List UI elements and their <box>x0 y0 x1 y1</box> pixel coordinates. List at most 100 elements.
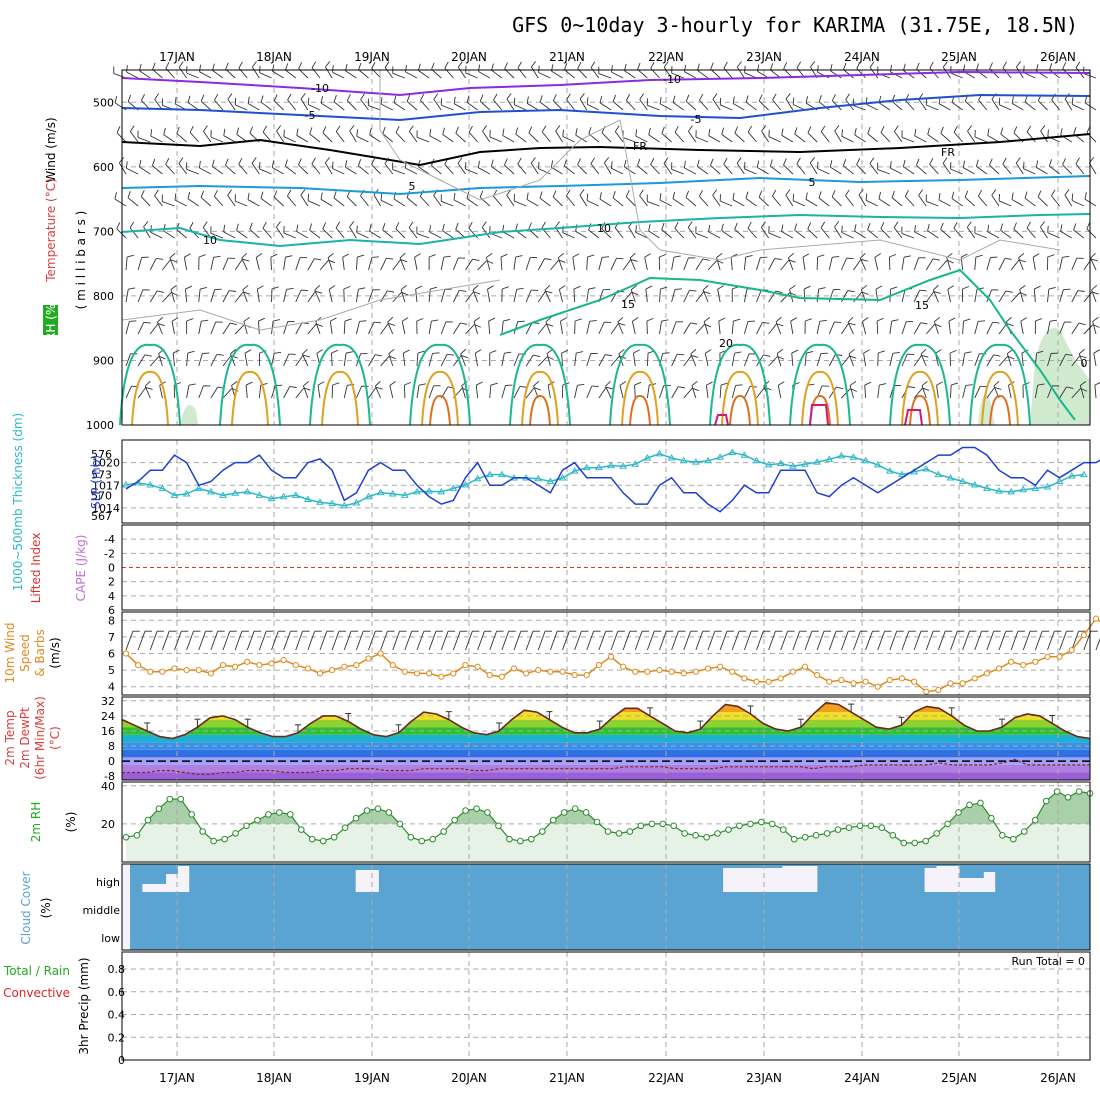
wind10-line-point <box>862 678 869 685</box>
wind-barb-flag <box>834 221 840 228</box>
run-total-label: Run Total = 0 <box>1012 955 1086 968</box>
wind-barb-flag <box>487 285 494 290</box>
thickness-line-point <box>570 467 579 474</box>
wind10-line-point <box>1032 658 1039 665</box>
wind-barb <box>137 387 147 399</box>
wind-barb-flag <box>285 63 289 71</box>
wind-barb <box>322 132 333 143</box>
wind10-line-point <box>583 671 590 679</box>
wind-barb-flag <box>550 160 554 168</box>
rh-shading <box>1030 328 1090 425</box>
wind-barb <box>485 257 491 271</box>
wind-barb-flag <box>964 351 972 354</box>
wind-barb <box>804 353 807 367</box>
wind-barb <box>465 168 478 175</box>
thickness-line-point <box>740 451 749 458</box>
wind10-line-point <box>1044 653 1051 660</box>
wind-barb-flag <box>763 354 771 357</box>
wind-barb <box>477 260 487 271</box>
wind-barb-flag <box>893 125 899 132</box>
wind-barb <box>691 385 697 399</box>
wind-barb-flag <box>783 62 788 69</box>
thickness-line-point <box>801 460 809 467</box>
wind-barb-flag <box>416 318 424 322</box>
cloud-high-bar <box>485 864 498 892</box>
wind-barb <box>491 69 503 79</box>
wind-barb-flag <box>526 96 529 104</box>
wind-barb-flag <box>916 158 920 166</box>
wind-barb-flag <box>374 354 382 357</box>
wind-barb <box>1092 321 1097 335</box>
wind-barb <box>525 257 531 271</box>
wind-barb <box>780 259 790 271</box>
wind-barb <box>333 197 345 207</box>
wind-barb-flag <box>538 65 540 73</box>
wind-barb-flag <box>216 353 224 356</box>
precip-panel <box>121 951 1091 1061</box>
wind-barb-flag <box>688 125 693 132</box>
wind-barb <box>950 168 963 175</box>
wind-barb <box>149 356 160 367</box>
wind-barb <box>452 322 461 335</box>
wind-barb-flag <box>989 158 993 166</box>
wind10-line-point <box>729 668 736 675</box>
wind-barb-flag <box>650 158 655 165</box>
wind-barb <box>562 136 575 143</box>
wind-barb <box>283 321 289 335</box>
wind10-tick: 6 <box>108 648 115 661</box>
thickness-tick: 567 <box>91 510 112 523</box>
wind-barb <box>962 353 966 367</box>
wind-barb <box>564 69 575 79</box>
cloud-high-bar <box>687 864 700 892</box>
wind-barb-flag <box>408 221 414 228</box>
wind-barb-flag <box>322 126 327 133</box>
wind-barb <box>139 70 151 79</box>
wind-barb-flag <box>429 225 431 233</box>
wind-barb-flag <box>200 286 208 290</box>
precip-tick: 0.8 <box>108 963 126 976</box>
wind-barb-flag <box>491 63 494 71</box>
wind10-line-point <box>426 670 433 677</box>
wind-barb <box>974 321 979 335</box>
wind-barb-flag <box>544 258 552 261</box>
wind-barb <box>625 196 636 207</box>
cloud-high-bar <box>568 864 581 892</box>
wind-barb <box>478 167 490 175</box>
wind-barb-flag <box>834 125 840 132</box>
wind-barb <box>659 289 661 303</box>
wind-barb-flag <box>745 95 749 103</box>
thickness-line-point <box>1043 483 1052 490</box>
wind-barb <box>513 386 521 399</box>
wind-barb-flag <box>861 284 868 291</box>
wind-barb-flag <box>482 125 487 132</box>
wind-barb-flag <box>847 316 854 323</box>
wind-barb <box>619 385 624 399</box>
wind-ylabel: Wind (m/s) <box>44 117 58 182</box>
wind-barb <box>989 164 1000 175</box>
wind-barb <box>783 164 794 175</box>
wind-barb-flag <box>705 349 712 354</box>
date-label-top: 21JAN <box>549 50 585 64</box>
wind-barb <box>624 166 636 175</box>
wind-barb <box>840 290 849 303</box>
wind-barb <box>598 257 603 271</box>
wind-barb <box>525 387 535 399</box>
wind-barb-flag <box>736 61 742 68</box>
rh2m-point <box>714 830 721 837</box>
wind-barb <box>1064 98 1073 111</box>
wind-barb <box>283 353 290 367</box>
wind-barb-flag <box>344 318 352 322</box>
wind-barb <box>374 385 382 399</box>
wind-barb-flag <box>1071 97 1074 105</box>
wind-barb-flag <box>987 128 990 136</box>
wind-barb-flag <box>1075 157 1080 164</box>
wind-barb-flag <box>934 316 941 322</box>
wind-barb <box>610 258 617 271</box>
isotherm-25-bubble <box>529 395 551 426</box>
wind10-panel <box>121 611 1091 696</box>
rh-legend-swatch <box>43 305 58 335</box>
rh2m-point <box>681 830 688 837</box>
wind-barb-flag <box>810 61 816 68</box>
freezing-level <box>121 133 1091 167</box>
wind-barb <box>515 133 527 143</box>
